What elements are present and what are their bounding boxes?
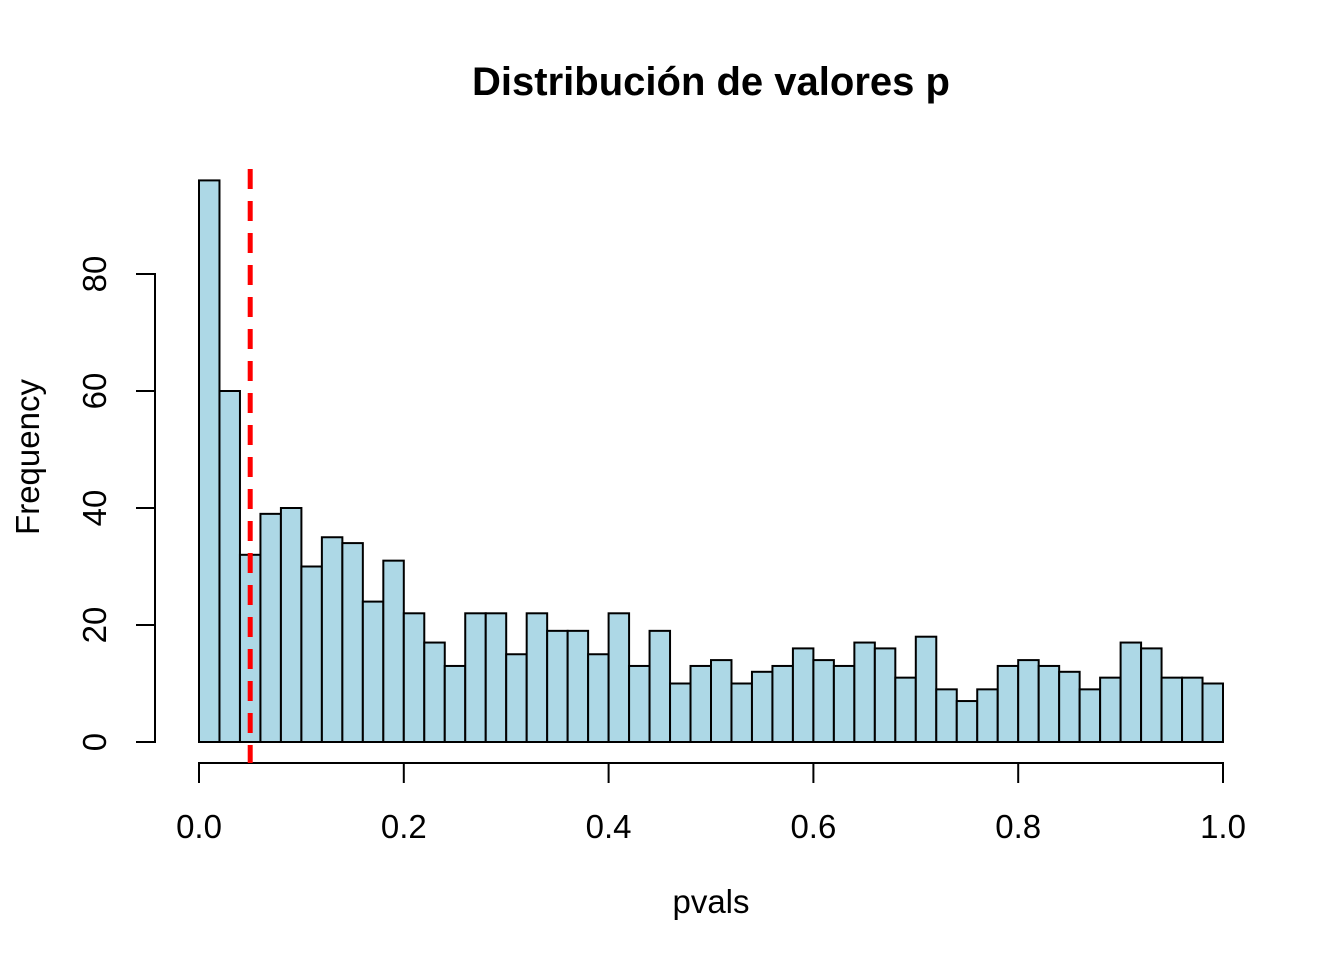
histogram-bar	[1037, 664, 1061, 744]
histogram-bar	[484, 612, 508, 743]
histogram-bar	[771, 664, 794, 744]
histogram-bar	[1078, 688, 1102, 743]
histogram-bar	[505, 653, 528, 743]
histogram-bar	[341, 542, 364, 743]
histogram-bar	[914, 635, 938, 744]
axes: 0 20 40 60 80 0.0 0.2 0.4 0.6 0.8 1.0	[76, 256, 1246, 845]
histogram-bar	[628, 664, 651, 744]
y-tick-label: 60	[76, 373, 113, 410]
histogram-bar	[464, 612, 487, 743]
histogram-bar	[218, 390, 241, 743]
histogram-bar	[546, 629, 569, 743]
histogram-bar	[1119, 641, 1143, 743]
histogram-bar	[710, 659, 733, 743]
histogram-bar	[1017, 659, 1040, 743]
histogram-bar	[1181, 676, 1204, 744]
x-tick-label: 1.0	[1200, 808, 1246, 845]
histogram-bar	[566, 629, 590, 743]
histogram-bar	[300, 565, 323, 743]
y-tick-label: 80	[76, 256, 113, 293]
histogram-bar	[1058, 670, 1081, 743]
x-tick-label: 0.4	[586, 808, 632, 845]
histogram-bar	[607, 612, 631, 743]
histogram-bar	[996, 664, 1020, 744]
x-axis-label: pvals	[672, 883, 749, 920]
histogram-bar	[812, 659, 835, 743]
histogram-bar	[648, 629, 672, 743]
chart-title: Distribución de valores p	[472, 60, 950, 104]
x-tick-label: 0.8	[995, 808, 1041, 845]
histogram-bar	[443, 664, 467, 744]
histogram-bar	[279, 507, 303, 743]
histogram-bars	[198, 179, 1225, 744]
histogram-bar	[423, 641, 446, 743]
histogram-bar	[198, 179, 221, 743]
histogram-bar	[402, 612, 426, 743]
histogram-bar	[259, 512, 282, 743]
x-tick-label: 0.2	[381, 808, 427, 845]
histogram-bar	[382, 559, 405, 744]
histogram-bar	[587, 653, 610, 743]
y-tick-label: 40	[76, 490, 113, 527]
histogram-bar	[894, 676, 917, 744]
histogram-bar	[976, 688, 999, 743]
histogram-bar	[853, 641, 876, 743]
histogram-bar	[750, 670, 774, 743]
histogram-bar	[935, 688, 958, 743]
histogram-bar	[1160, 676, 1184, 744]
histogram-bar	[525, 612, 549, 743]
y-tick-label: 20	[76, 607, 113, 644]
histogram-bar	[1140, 647, 1163, 744]
histogram-bar	[361, 600, 385, 743]
histogram-bar	[955, 700, 979, 743]
histogram-bar	[873, 647, 897, 744]
histogram-bar	[791, 647, 815, 744]
histogram-bar	[1099, 676, 1122, 744]
y-axis-label: Frequency	[9, 379, 46, 535]
histogram-bar	[669, 682, 692, 743]
histogram-bar	[320, 536, 344, 743]
histogram-bar	[730, 682, 753, 743]
x-tick-label: 0.0	[176, 808, 222, 845]
y-tick-label: 0	[76, 733, 113, 751]
histogram-bar	[689, 664, 713, 744]
x-tick-label: 0.6	[790, 808, 836, 845]
histogram-bar	[1201, 682, 1225, 743]
histogram-bar	[832, 664, 856, 744]
